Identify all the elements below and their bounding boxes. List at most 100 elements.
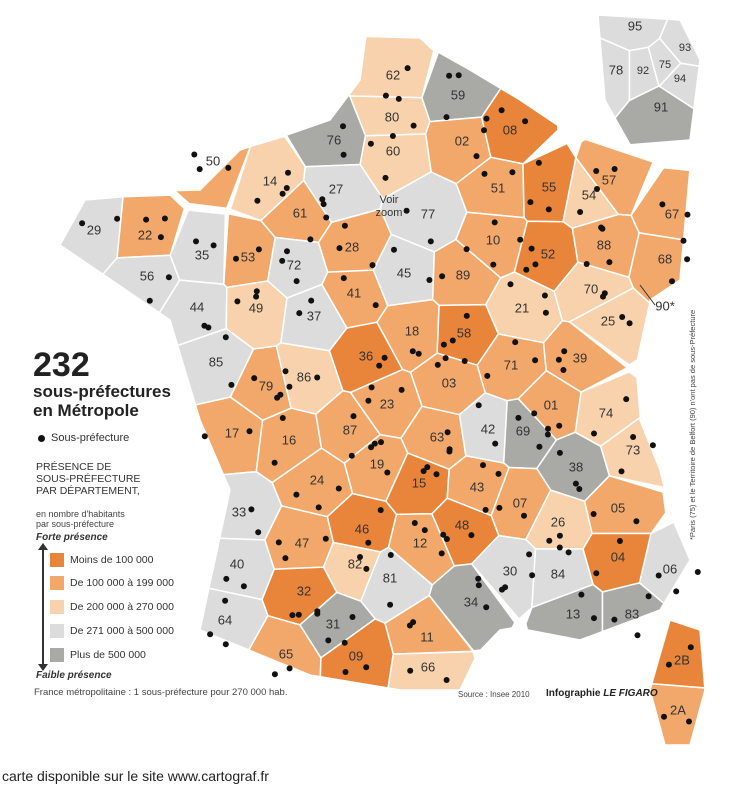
sous-prefecture-dot	[341, 222, 348, 229]
department-label: 35	[195, 247, 209, 262]
department-label: 07	[513, 495, 527, 510]
sous-prefecture-dot	[545, 425, 551, 432]
sous-prefecture-dot	[325, 637, 332, 644]
department-66	[387, 650, 476, 691]
sous-prefecture-dot	[409, 348, 416, 355]
bottom-caption: carte disponible sur le site www.cartogr…	[2, 768, 269, 784]
department-label: 40	[230, 556, 244, 571]
legend-item-label: Moins de 100 000	[70, 554, 154, 566]
sous-prefecture-dot	[293, 278, 300, 285]
department-label: 01	[544, 397, 558, 412]
sous-prefecture-dot	[461, 358, 468, 364]
department-label: 68	[658, 251, 672, 266]
department-label: 42	[481, 421, 495, 436]
legend-item-label: De 100 000 à 199 000	[70, 577, 174, 589]
credit: Infographie LE FIGARO	[546, 688, 658, 699]
side-note: *Paris (75) et le Territoire de Belfort …	[688, 309, 697, 540]
sous-prefecture-dot	[389, 133, 396, 139]
legend-item: Moins de 100 000	[50, 553, 153, 567]
dot-icon	[38, 434, 45, 442]
department-label: 87	[343, 422, 357, 437]
sous-prefecture-dot	[560, 367, 567, 373]
department-label: 43	[470, 479, 484, 494]
headline-number: 232	[33, 346, 90, 384]
sous-prefecture-dot	[590, 511, 597, 517]
sous-prefecture-dot	[556, 544, 563, 551]
sous-prefecture-dot	[228, 381, 235, 388]
sous-prefecture-dot	[475, 575, 482, 582]
department-label: 80	[385, 109, 399, 124]
sous-prefecture-dot	[481, 170, 488, 177]
sous-prefecture-dot	[210, 242, 217, 249]
sous-prefecture-dot	[502, 584, 509, 591]
department-label: 92	[637, 65, 649, 77]
sous-prefecture-dot	[293, 491, 300, 498]
sous-prefecture-dot	[440, 341, 447, 348]
sous-prefecture-dot	[616, 538, 623, 544]
sous-prefecture-dot	[340, 275, 347, 282]
department-label: 83	[625, 606, 639, 621]
sous-prefecture-dot	[286, 665, 293, 672]
sous-prefecture-dot	[284, 248, 290, 255]
sous-prefecture-dot	[440, 531, 447, 538]
sous-prefecture-dot	[349, 614, 356, 620]
sous-prefecture-dot	[446, 72, 453, 79]
sous-prefecture-dot	[532, 261, 539, 268]
department-label: 06	[663, 561, 677, 576]
department-label: 86	[297, 369, 311, 384]
department-label: 28	[345, 239, 359, 254]
sous-prefecture-dot	[307, 236, 314, 243]
sous-prefecture-dot	[443, 114, 450, 121]
sous-prefecture-dot	[395, 95, 402, 102]
sous-prefecture-dot	[527, 199, 534, 206]
sous-prefecture-dot	[531, 410, 538, 417]
legend-swatch	[50, 600, 64, 614]
legend-swatch	[50, 624, 64, 638]
sous-prefecture-dot	[593, 570, 600, 577]
sous-prefecture-dot	[314, 608, 321, 615]
sous-prefecture-dot	[484, 372, 491, 379]
sous-prefecture-dot	[193, 238, 199, 245]
sous-prefecture-dot	[340, 123, 346, 130]
department-25	[568, 287, 651, 366]
sous-prefecture-dot	[591, 430, 597, 437]
department-label: 13	[566, 606, 580, 621]
department-label: 58	[457, 325, 471, 340]
sous-prefecture-dot	[296, 310, 303, 317]
sous-prefecture-dot	[532, 357, 539, 364]
department-label: 21	[515, 300, 529, 315]
sous-prefecture-dot	[350, 413, 357, 420]
department-label: 93	[679, 42, 691, 54]
department-label: 41	[347, 285, 361, 300]
sous-prefecture-dot	[623, 396, 630, 403]
sous-prefecture-dot	[507, 281, 514, 288]
department-label: 27	[329, 181, 343, 196]
sous-prefecture-dot	[275, 539, 282, 546]
sous-prefecture-dot	[222, 641, 229, 648]
sous-prefecture-dot	[424, 464, 431, 471]
sous-prefecture-dot	[363, 664, 370, 671]
sous-prefecture-dot	[468, 532, 475, 539]
department-label: 66	[421, 659, 435, 674]
arrow-down-icon	[38, 664, 48, 671]
department-label: 31	[326, 616, 340, 631]
sous-prefecture-dot	[191, 151, 198, 158]
sous-prefecture-dot	[335, 485, 342, 492]
legend-item-label: De 200 000 à 270 000	[70, 601, 174, 613]
sous-prefecture-dot	[415, 350, 422, 357]
department-label: 54	[582, 187, 596, 202]
sous-prefecture-dot	[438, 550, 445, 557]
sous-prefecture-dot	[315, 504, 322, 511]
department-label: 59	[451, 87, 465, 102]
sous-prefecture-dot	[583, 261, 590, 267]
department-label: 23	[380, 396, 394, 411]
sous-prefecture-dot	[336, 245, 343, 252]
sous-prefecture-dot	[371, 440, 378, 447]
sous-prefecture-dot	[544, 431, 551, 438]
sous-prefecture-dot	[606, 259, 613, 266]
sous-prefecture-dot	[376, 362, 383, 369]
department-label: 02	[455, 133, 469, 148]
department-label: 67	[665, 206, 679, 221]
department-label: 45	[397, 265, 411, 280]
department-label: 65	[279, 646, 293, 661]
